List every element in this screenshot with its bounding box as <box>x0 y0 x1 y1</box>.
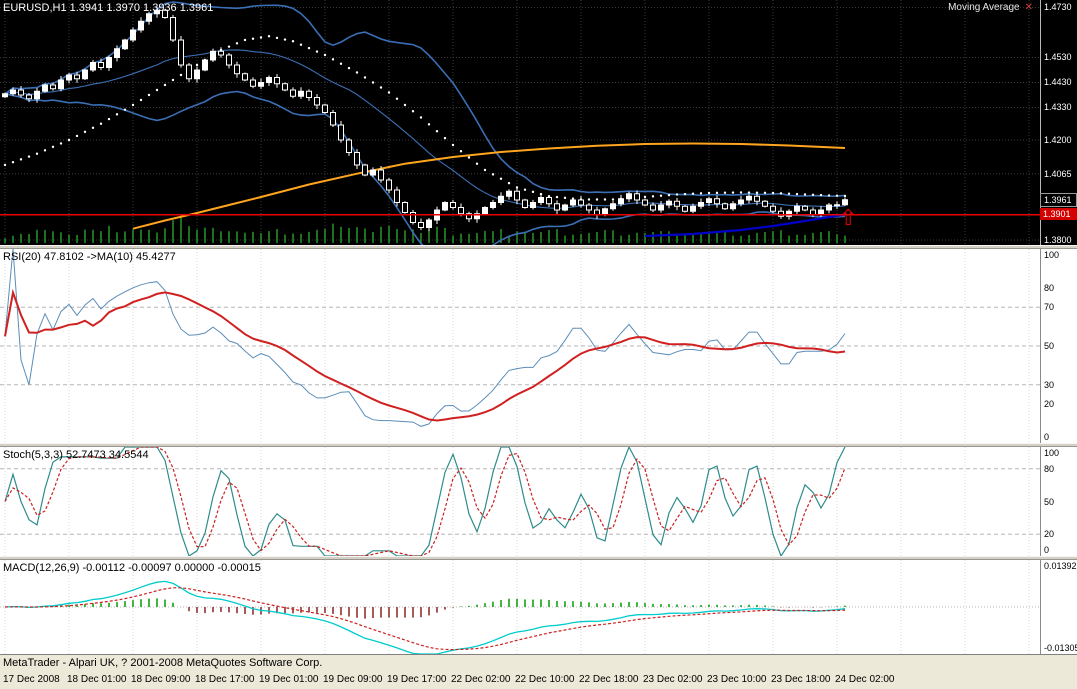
stochastic-panel[interactable]: Stoch(5,3,3) 52.7473 34.5544 100 80 50 20 0 <box>0 447 1077 556</box>
rsi-panel[interactable]: RSI(20) 47.8102 ->MA(10) 45.4277 100 80 70… <box>0 249 1077 443</box>
main-chart-panel[interactable]: EURUSD,H1 1.3941 1.3970 1.3936 1.3961 Mo… <box>0 0 1077 245</box>
rsi-label: RSI(20) 47.8102 ->MA(10) 45.4277 <box>3 251 176 263</box>
stochastic-axis-label: 80 <box>1044 464 1055 474</box>
time-axis-label: 19 Dec 17:00 <box>387 674 447 685</box>
stochastic-axis-label: 20 <box>1044 529 1055 539</box>
stochastic-canvas[interactable] <box>0 447 1040 556</box>
price-axis-label: 1.4330 <box>1044 102 1072 112</box>
panel-separator[interactable] <box>0 443 1077 447</box>
status-bar-text: MetaTrader - Alpari UK, ? 2001-2008 Meta… <box>3 657 323 669</box>
macd-panel[interactable]: MACD(12,26,9) -0.00112 -0.00097 0.00000 … <box>0 560 1077 654</box>
time-axis-label: 23 Dec 10:00 <box>707 674 767 685</box>
macd-axis-label: 0.01392 <box>1044 561 1077 571</box>
panel-separator[interactable] <box>0 245 1077 249</box>
macd-axis[interactable]: 0.01392 -0.01305 <box>1040 560 1077 654</box>
time-axis-label: 23 Dec 18:00 <box>771 674 831 685</box>
chart-symbol-label: EURUSD,H1 1.3941 1.3970 1.3936 1.3961 <box>3 2 214 14</box>
price-axis-label: 1.4430 <box>1044 77 1072 87</box>
time-axis-label: 18 Dec 01:00 <box>67 674 127 685</box>
rsi-axis-label: 30 <box>1044 380 1055 390</box>
up-arrow-icon[interactable]: ⇧ <box>839 205 858 230</box>
time-axis-label: 24 Dec 02:00 <box>835 674 895 685</box>
time-axis-label: 17 Dec 2008 <box>3 674 60 685</box>
time-axis-label: 22 Dec 02:00 <box>451 674 511 685</box>
time-axis-label: 19 Dec 09:00 <box>323 674 383 685</box>
rsi-axis-label: 20 <box>1044 399 1055 409</box>
panel-separator[interactable] <box>0 556 1077 560</box>
time-axis-label: 23 Dec 02:00 <box>643 674 703 685</box>
time-axis-label: 19 Dec 01:00 <box>259 674 319 685</box>
main-chart-canvas[interactable] <box>0 0 1040 245</box>
rsi-axis-label: 80 <box>1044 283 1055 293</box>
rsi-axis-label: 70 <box>1044 302 1055 312</box>
rsi-axis-label: 0 <box>1044 432 1050 442</box>
price-axis-label: 1.4530 <box>1044 52 1072 62</box>
macd-axis-label: -0.01305 <box>1044 643 1077 653</box>
price-axis-label: 1.4065 <box>1044 169 1072 179</box>
stochastic-axis-label: 50 <box>1044 497 1055 507</box>
price-axis-label: 1.4730 <box>1044 2 1072 12</box>
macd-canvas[interactable] <box>0 560 1040 654</box>
stochastic-label: Stoch(5,3,3) 52.7473 34.5544 <box>3 449 149 461</box>
moving-average-label: Moving Average <box>948 2 1020 13</box>
price-axis-label: 1.3800 <box>1044 235 1072 245</box>
hline-price-badge: 1.3901 <box>1040 208 1077 220</box>
time-axis-label: 18 Dec 17:00 <box>195 674 255 685</box>
stochastic-axis-label: 0 <box>1044 545 1050 555</box>
macd-label: MACD(12,26,9) -0.00112 -0.00097 0.00000 … <box>3 562 261 574</box>
rsi-axis-label: 50 <box>1044 341 1055 351</box>
bid-price-badge: 1.3961 <box>1040 193 1077 207</box>
rsi-axis-label: 100 <box>1044 250 1060 260</box>
bottom-bar: MetaTrader - Alpari UK, ? 2001-2008 Meta… <box>0 654 1077 689</box>
rsi-axis[interactable]: 100 80 70 50 30 20 0 <box>1040 249 1077 443</box>
indicator-overlay-caption: Moving Average ✕ <box>948 2 1033 13</box>
time-axis[interactable]: 17 Dec 2008 18 Dec 01:00 18 Dec 09:00 18 De… <box>0 672 1077 689</box>
stochastic-axis[interactable]: 100 80 50 20 0 <box>1040 447 1077 556</box>
close-icon[interactable]: ✕ <box>1024 2 1033 13</box>
stochastic-axis-label: 100 <box>1044 448 1060 458</box>
time-axis-label: 22 Dec 10:00 <box>515 674 575 685</box>
rsi-canvas[interactable] <box>0 249 1040 443</box>
time-axis-label: 22 Dec 18:00 <box>579 674 639 685</box>
price-axis-label: 1.4200 <box>1044 135 1072 145</box>
time-axis-label: 18 Dec 09:00 <box>131 674 191 685</box>
